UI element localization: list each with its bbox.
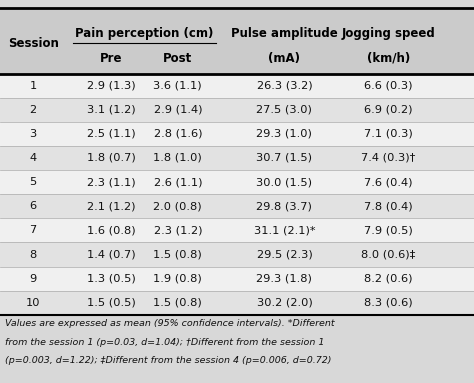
Text: 1: 1 [29,80,37,91]
Text: (km/h): (km/h) [367,52,410,65]
Text: (mA): (mA) [268,52,301,65]
Text: 2.8 (1.6): 2.8 (1.6) [154,129,202,139]
Text: Jogging speed: Jogging speed [342,27,436,40]
Text: 30.0 (1.5): 30.0 (1.5) [256,177,312,187]
Text: 7.4 (0.3)†: 7.4 (0.3)† [362,153,416,163]
Text: (p=0.003, d=1.22); ‡Different from the session 4 (p=0.006, d=0.72): (p=0.003, d=1.22); ‡Different from the s… [5,356,331,365]
Text: 27.5 (3.0): 27.5 (3.0) [256,105,312,115]
Text: from the session 1 (p=0.03, d=1.04); †Different from the session 1: from the session 1 (p=0.03, d=1.04); †Di… [5,338,324,347]
Text: 2.3 (1.2): 2.3 (1.2) [154,225,202,236]
Text: 1.3 (0.5): 1.3 (0.5) [87,273,136,284]
Text: Pre: Pre [100,52,123,65]
Text: 6: 6 [29,201,37,211]
Text: 29.3 (1.8): 29.3 (1.8) [256,273,312,284]
Text: 7.1 (0.3): 7.1 (0.3) [365,129,413,139]
Text: 1.5 (0.8): 1.5 (0.8) [154,298,202,308]
Text: Values are expressed as mean (95% confidence intervals). *Different: Values are expressed as mean (95% confid… [5,319,334,328]
Text: 2.1 (1.2): 2.1 (1.2) [87,201,136,211]
Bar [0,8,474,74]
Text: 7.9 (0.5): 7.9 (0.5) [365,225,413,236]
Text: 3.1 (1.2): 3.1 (1.2) [87,105,136,115]
Text: 8.0 (0.6)‡: 8.0 (0.6)‡ [362,249,416,260]
Text: 10: 10 [26,298,40,308]
Text: 4: 4 [29,153,37,163]
Text: Pain perception (cm): Pain perception (cm) [75,27,214,40]
Bar [0,242,474,267]
Bar [0,218,474,242]
Text: 29.3 (1.0): 29.3 (1.0) [256,129,312,139]
Text: 7.8 (0.4): 7.8 (0.4) [365,201,413,211]
Text: 31.1 (2.1)*: 31.1 (2.1)* [254,225,315,236]
Text: 8: 8 [29,249,37,260]
Text: 6.9 (0.2): 6.9 (0.2) [365,105,413,115]
Text: 8.2 (0.6): 8.2 (0.6) [365,273,413,284]
Text: 2: 2 [29,105,37,115]
Text: 2.0 (0.8): 2.0 (0.8) [154,201,202,211]
Text: 26.3 (3.2): 26.3 (3.2) [256,80,312,91]
Text: 2.9 (1.3): 2.9 (1.3) [87,80,136,91]
Text: Post: Post [163,52,192,65]
Text: 1.9 (0.8): 1.9 (0.8) [154,273,202,284]
Text: 30.2 (2.0): 30.2 (2.0) [256,298,312,308]
Text: 2.9 (1.4): 2.9 (1.4) [154,105,202,115]
Bar [0,194,474,218]
Text: 1.6 (0.8): 1.6 (0.8) [87,225,136,236]
Text: 2.3 (1.1): 2.3 (1.1) [87,177,136,187]
Bar [0,98,474,122]
Text: 1.5 (0.5): 1.5 (0.5) [87,298,136,308]
Text: Session: Session [8,37,59,49]
Text: 9: 9 [29,273,37,284]
Text: 30.7 (1.5): 30.7 (1.5) [256,153,312,163]
Text: 7: 7 [29,225,37,236]
Text: 1.8 (0.7): 1.8 (0.7) [87,153,136,163]
Text: 1.8 (1.0): 1.8 (1.0) [154,153,202,163]
Text: 29.5 (2.3): 29.5 (2.3) [256,249,312,260]
Bar [0,74,474,98]
Text: 5: 5 [29,177,37,187]
Text: 29.8 (3.7): 29.8 (3.7) [256,201,312,211]
Bar [0,122,474,146]
Text: 3.6 (1.1): 3.6 (1.1) [154,80,202,91]
Text: Pulse amplitude: Pulse amplitude [231,27,338,40]
Bar [0,319,474,378]
Text: 6.6 (0.3): 6.6 (0.3) [365,80,413,91]
Text: 7.6 (0.4): 7.6 (0.4) [365,177,413,187]
Bar [0,291,474,315]
Bar [0,170,474,194]
Text: 3: 3 [29,129,37,139]
Bar [0,267,474,291]
Bar [0,146,474,170]
Text: 8.3 (0.6): 8.3 (0.6) [365,298,413,308]
Text: 2.5 (1.1): 2.5 (1.1) [87,129,136,139]
Text: 2.6 (1.1): 2.6 (1.1) [154,177,202,187]
Text: 1.4 (0.7): 1.4 (0.7) [87,249,136,260]
Text: 1.5 (0.8): 1.5 (0.8) [154,249,202,260]
